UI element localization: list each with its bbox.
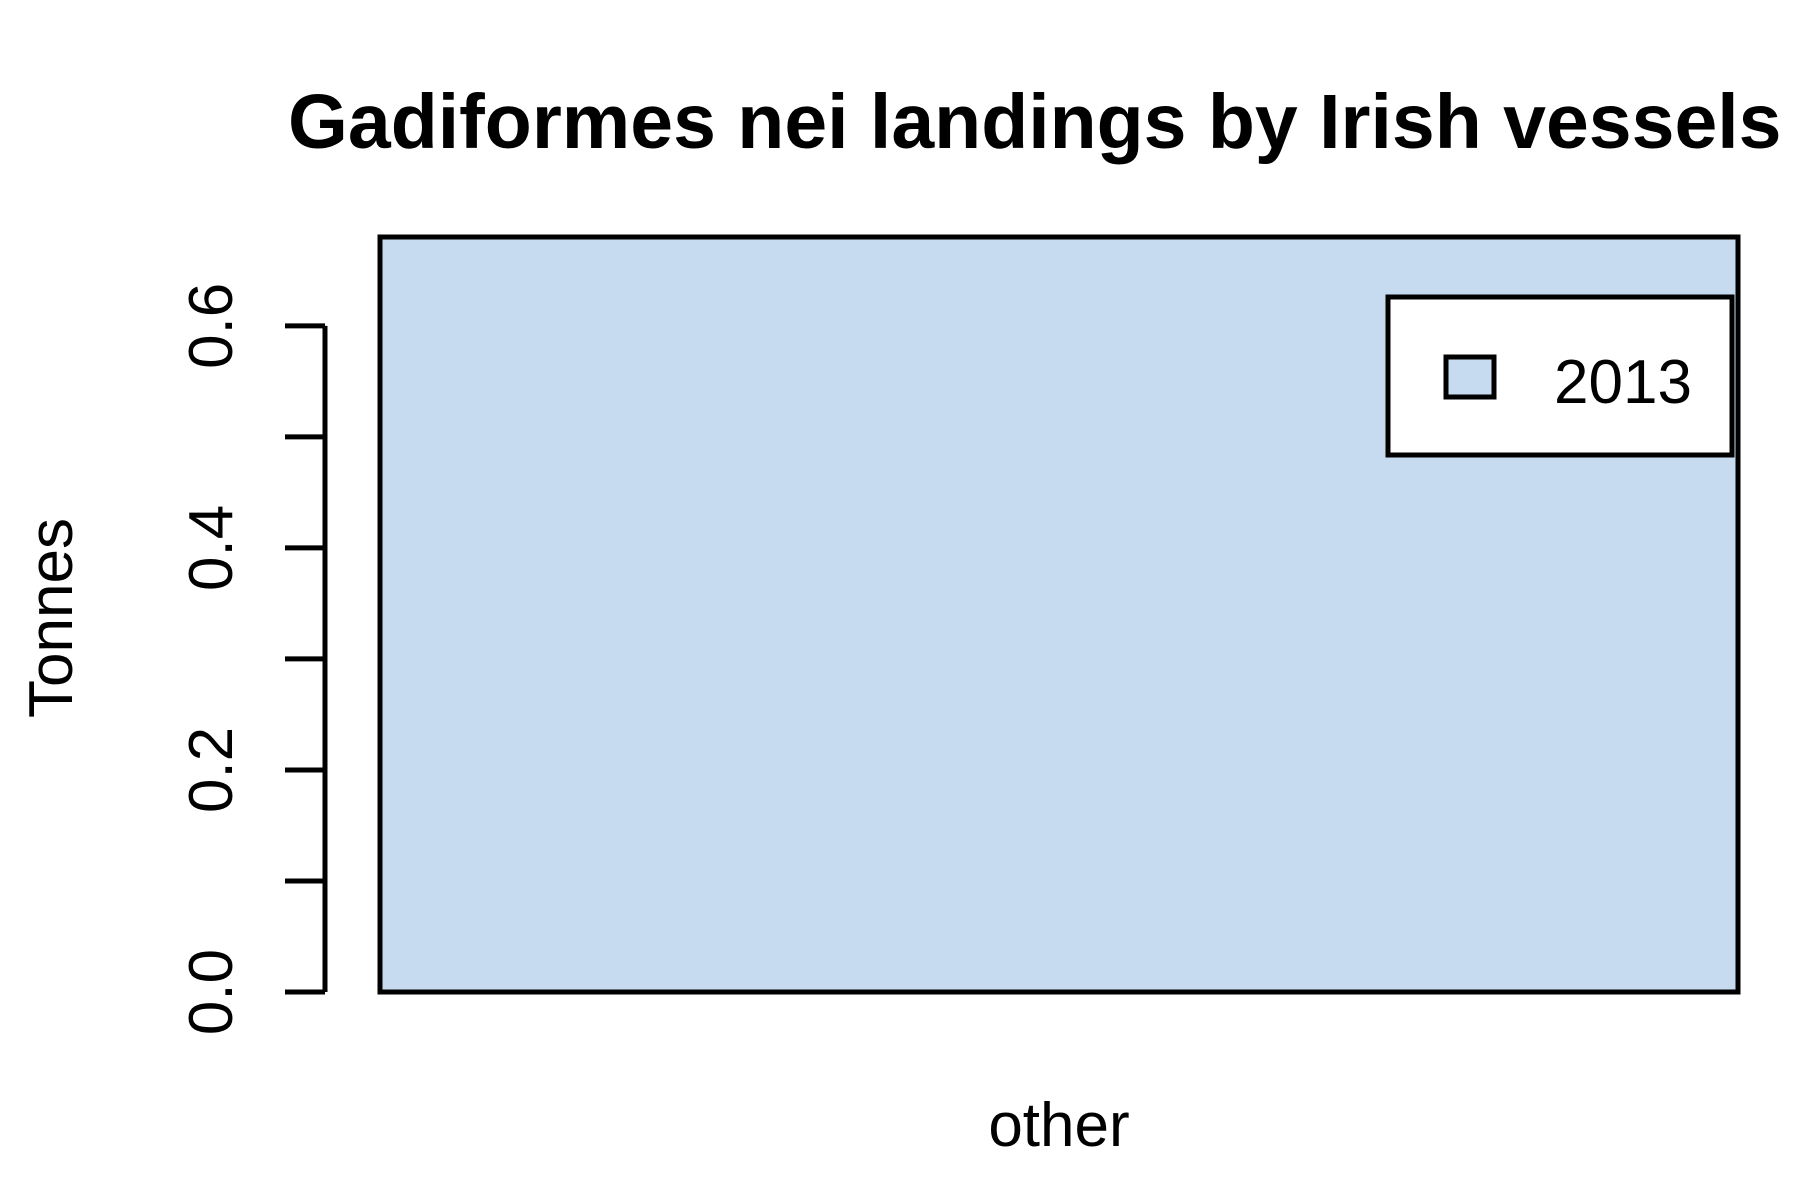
x-tick-label: other [988, 1091, 1129, 1160]
y-tick-label: 0.4 [177, 505, 246, 591]
legend: 2013 [1385, 294, 1735, 458]
y-axis: 0.0 0.2 0.4 0.6 [177, 283, 328, 1035]
y-tick-label: 0.6 [177, 283, 246, 369]
legend-label: 2013 [1554, 348, 1692, 417]
legend-swatch [1443, 354, 1497, 400]
y-tick-label: 0.2 [177, 727, 246, 813]
x-axis-labels: other [988, 1091, 1129, 1160]
plot-frame [377, 234, 1741, 995]
chart-title: Gadiformes nei landings by Irish vessels [288, 79, 1782, 165]
y-tick-label: 0.0 [177, 949, 246, 1035]
legend-box [1385, 294, 1735, 458]
y-axis-label: Tonnes [17, 518, 86, 718]
